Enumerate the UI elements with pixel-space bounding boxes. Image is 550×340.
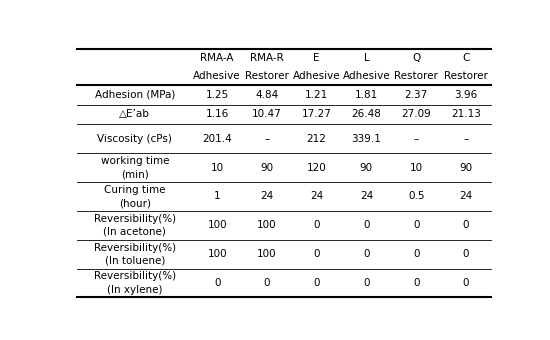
Text: 0: 0 xyxy=(314,220,320,230)
Text: L: L xyxy=(364,53,369,63)
Text: 339.1: 339.1 xyxy=(351,134,381,144)
Text: 120: 120 xyxy=(307,163,327,173)
Text: 0: 0 xyxy=(463,249,469,259)
Text: 24: 24 xyxy=(310,191,323,201)
Text: 1.21: 1.21 xyxy=(305,90,328,100)
Text: 2.37: 2.37 xyxy=(404,90,428,100)
Text: 17.27: 17.27 xyxy=(302,109,332,119)
Text: 24: 24 xyxy=(360,191,373,201)
Text: 0: 0 xyxy=(363,220,370,230)
Text: 0: 0 xyxy=(413,249,420,259)
Text: 10: 10 xyxy=(410,163,423,173)
Text: Q: Q xyxy=(412,53,420,63)
Text: 0: 0 xyxy=(463,220,469,230)
Text: –: – xyxy=(414,134,419,144)
Text: E: E xyxy=(314,53,320,63)
Text: Adhesive: Adhesive xyxy=(293,71,340,81)
Text: working time
(min): working time (min) xyxy=(101,156,169,179)
Text: 1.25: 1.25 xyxy=(206,90,229,100)
Text: 24: 24 xyxy=(260,191,273,201)
Text: 100: 100 xyxy=(257,249,277,259)
Text: 3.96: 3.96 xyxy=(454,90,477,100)
Text: 212: 212 xyxy=(307,134,327,144)
Text: 4.84: 4.84 xyxy=(255,90,279,100)
Text: 0: 0 xyxy=(463,278,469,288)
Text: 0.5: 0.5 xyxy=(408,191,425,201)
Text: 0: 0 xyxy=(314,278,320,288)
Text: Curing time
(hour): Curing time (hour) xyxy=(104,185,166,208)
Text: 1.81: 1.81 xyxy=(355,90,378,100)
Text: 1.16: 1.16 xyxy=(206,109,229,119)
Text: Restorer: Restorer xyxy=(394,71,438,81)
Text: Reversibility(%)
(In acetone): Reversibility(%) (In acetone) xyxy=(94,214,176,237)
Text: 100: 100 xyxy=(257,220,277,230)
Text: –: – xyxy=(463,134,469,144)
Text: 0: 0 xyxy=(263,278,270,288)
Text: △E’ab: △E’ab xyxy=(119,109,150,119)
Text: RMA-R: RMA-R xyxy=(250,53,284,63)
Text: 1: 1 xyxy=(214,191,221,201)
Text: 0: 0 xyxy=(413,278,420,288)
Text: 26.48: 26.48 xyxy=(351,109,381,119)
Text: 21.13: 21.13 xyxy=(451,109,481,119)
Text: 90: 90 xyxy=(360,163,373,173)
Text: Reversibility(%)
(In xylene): Reversibility(%) (In xylene) xyxy=(94,271,176,294)
Text: Adhesion (MPa): Adhesion (MPa) xyxy=(95,90,175,100)
Text: Viscosity (cPs): Viscosity (cPs) xyxy=(97,134,172,144)
Text: 0: 0 xyxy=(363,278,370,288)
Text: Adhesive: Adhesive xyxy=(343,71,390,81)
Text: 0: 0 xyxy=(214,278,221,288)
Text: 10: 10 xyxy=(211,163,224,173)
Text: 90: 90 xyxy=(459,163,472,173)
Text: –: – xyxy=(265,134,270,144)
Text: Adhesive: Adhesive xyxy=(194,71,241,81)
Text: Restorer: Restorer xyxy=(245,71,289,81)
Text: 100: 100 xyxy=(207,249,227,259)
Text: RMA-A: RMA-A xyxy=(201,53,234,63)
Text: Restorer: Restorer xyxy=(444,71,488,81)
Text: 0: 0 xyxy=(413,220,420,230)
Text: 27.09: 27.09 xyxy=(402,109,431,119)
Text: 0: 0 xyxy=(314,249,320,259)
Text: 0: 0 xyxy=(363,249,370,259)
Text: 24: 24 xyxy=(459,191,472,201)
Text: 10.47: 10.47 xyxy=(252,109,282,119)
Text: 100: 100 xyxy=(207,220,227,230)
Text: Reversibility(%)
(In toluene): Reversibility(%) (In toluene) xyxy=(94,242,176,266)
Text: 90: 90 xyxy=(260,163,273,173)
Text: 201.4: 201.4 xyxy=(202,134,232,144)
Text: C: C xyxy=(462,53,470,63)
